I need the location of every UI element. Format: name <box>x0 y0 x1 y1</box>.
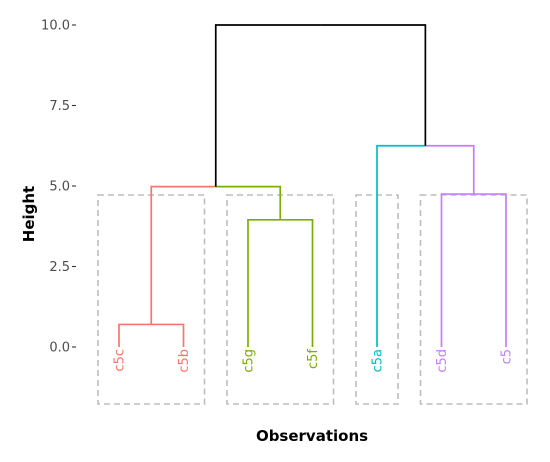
leaf-label-c5c: c5c <box>113 349 128 372</box>
branch-m4-m2 <box>215 185 282 220</box>
cluster-box-4 <box>419 194 528 405</box>
branch-m1-c5b <box>151 323 185 347</box>
leaf-label-c5f: c5f <box>306 349 321 369</box>
branch-m5-m3 <box>425 144 475 195</box>
leaf-label-c5a: c5a <box>371 349 386 372</box>
branch-m2-c5g <box>247 218 281 347</box>
y-tick-label-7.5: 7.5 <box>49 99 70 114</box>
leaf-label-c5: c5 <box>500 349 515 364</box>
leaf-label-c5b: c5b <box>177 349 192 373</box>
y-tick-label-2.5: 2.5 <box>49 260 70 275</box>
branch-m3-c5d <box>440 193 474 347</box>
branch-m5-c5a <box>376 144 426 347</box>
leaf-label-c5d: c5d <box>435 349 450 373</box>
branch-m2-c5f <box>280 218 314 347</box>
leaf-labels: c5c c5b c5g c5f c5a c5d c5 <box>113 349 515 373</box>
branch-m1-c5c <box>118 323 152 347</box>
y-axis: 0.0 2.5 5.0 7.5 10.0 <box>41 19 76 356</box>
dendrogram-branches <box>118 24 507 347</box>
branch-m6-m5 <box>320 24 427 146</box>
x-axis-title: Observations <box>256 427 368 445</box>
y-tick-label-10.0: 10.0 <box>41 19 70 34</box>
y-tick-label-0.0: 0.0 <box>49 341 70 356</box>
branch-m3-c5 <box>473 193 507 347</box>
y-tick-label-5.0: 5.0 <box>49 180 70 195</box>
y-axis-title: Height <box>20 186 38 242</box>
leaf-label-c5g: c5g <box>242 349 257 373</box>
branch-m6-m4 <box>214 24 321 187</box>
branch-m4-m1 <box>150 185 216 325</box>
